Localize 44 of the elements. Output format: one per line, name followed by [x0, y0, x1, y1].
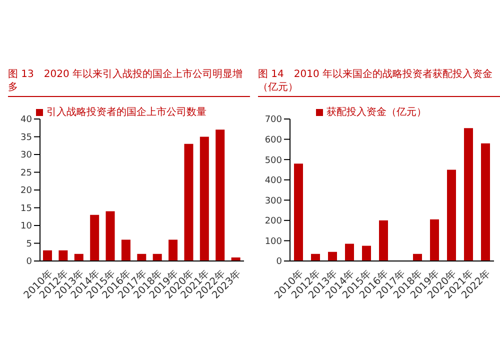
- bar: [152, 254, 162, 261]
- y-tick-label: 100: [264, 236, 282, 247]
- bar: [121, 240, 130, 261]
- bar: [106, 211, 115, 261]
- y-tick-label: 15: [20, 204, 32, 214]
- bar: [200, 136, 209, 261]
- bar: [362, 246, 371, 261]
- bar: [430, 219, 439, 261]
- y-tick-label: 5: [26, 239, 32, 250]
- y-tick-label: 35: [20, 132, 32, 143]
- bar: [294, 164, 303, 261]
- y-tick-label: 0: [26, 257, 32, 268]
- bar: [168, 240, 178, 261]
- bar: [447, 170, 456, 261]
- y-tick-label: 600: [264, 135, 282, 146]
- legend-label: 获配投入资金（亿元）: [326, 107, 426, 118]
- bar: [413, 254, 422, 261]
- y-tick-label: 20: [20, 186, 32, 196]
- y-tick-label: 10: [20, 222, 32, 232]
- bar: [90, 214, 100, 261]
- bar: [74, 254, 84, 261]
- bar: [345, 244, 354, 261]
- y-tick-label: 25: [20, 168, 32, 178]
- y-tick-label: 30: [20, 150, 32, 161]
- legend-label: 引入战略投资者的国企上市公司数量: [46, 107, 206, 118]
- bar: [216, 130, 225, 261]
- y-tick-label: 300: [264, 196, 282, 206]
- bar: [464, 128, 473, 261]
- y-tick-label: 0: [276, 257, 282, 268]
- bar: [328, 252, 337, 261]
- y-tick-label: 400: [264, 176, 282, 186]
- y-tick-label: 500: [264, 156, 282, 166]
- y-tick-label: 200: [264, 216, 282, 227]
- bar: [184, 144, 194, 261]
- chart-title: 图 13 2020 年以来引入战投的国企上市公司明显增多: [8, 68, 250, 97]
- bar: [43, 250, 52, 261]
- chart-title: 图 14 2010 年以来国企的战略投资者获配投入资金（亿元）: [258, 68, 500, 97]
- bar: [137, 254, 146, 261]
- y-tick-label: 700: [264, 115, 282, 126]
- y-tick-label: 40: [20, 115, 32, 126]
- bar: [481, 143, 490, 261]
- bar: [311, 254, 320, 261]
- bar: [379, 220, 388, 261]
- bar: [58, 250, 68, 261]
